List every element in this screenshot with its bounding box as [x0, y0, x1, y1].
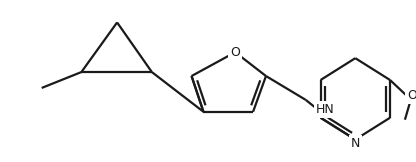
Text: O: O	[407, 89, 416, 102]
Text: HN: HN	[316, 103, 335, 116]
Text: N: N	[351, 137, 360, 150]
Text: O: O	[230, 46, 240, 59]
